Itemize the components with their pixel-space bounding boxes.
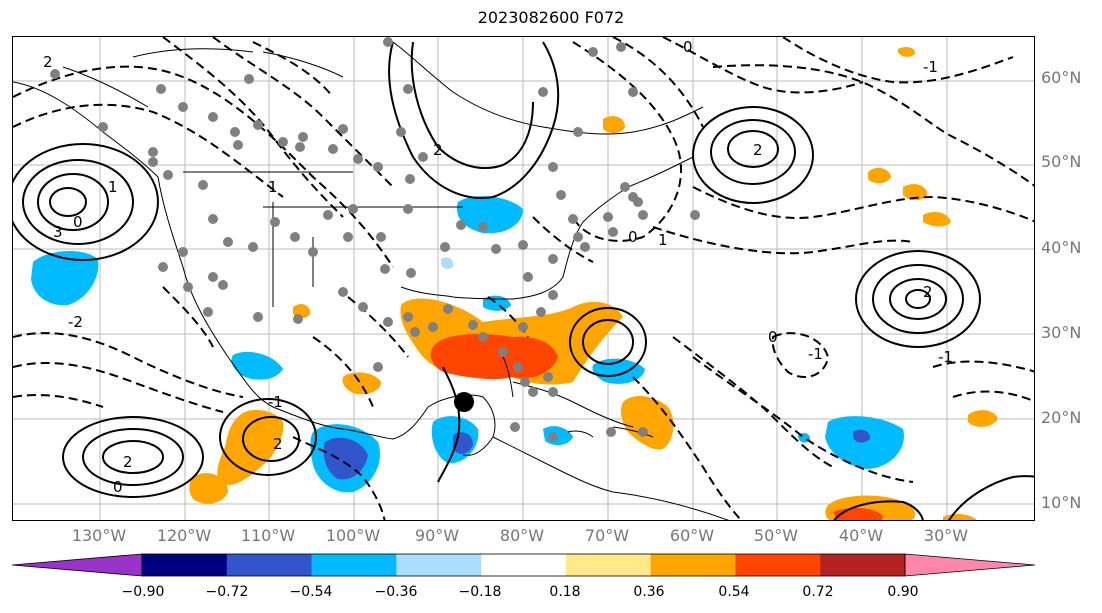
negative-anomaly-cuba — [592, 358, 645, 384]
lon-label-130w: 130°W — [71, 526, 127, 545]
contour-label: 2 — [123, 453, 133, 471]
positive-anomaly-atlantic-2 — [903, 184, 928, 201]
positive-anomaly-atlantic-3 — [923, 211, 951, 227]
colorbar-outline — [141, 553, 906, 577]
colorbar-segment — [311, 554, 397, 576]
storm-center-marker — [454, 392, 474, 412]
colorbar — [11, 553, 1036, 577]
colorbar-segment — [396, 554, 482, 576]
positive-anomaly-pacific — [189, 472, 228, 504]
colorbar-tick-label: −0.18 — [458, 584, 502, 600]
map-canvas: 2 1 0 3 1 2 0 -1 2 2 0 1 -2 -1 0 2 0 -1 … — [13, 37, 1034, 520]
lon-label-100w: 100°W — [325, 526, 381, 545]
contour-label: 2 — [43, 53, 53, 71]
contour-label: -1 — [923, 58, 938, 76]
negative-anomaly-pacific-coast — [31, 251, 99, 306]
contour-label: -1 — [938, 348, 953, 366]
contour-label-group: 2 1 0 3 1 2 0 -1 2 2 0 1 -2 -1 0 2 0 -1 … — [43, 38, 953, 496]
contour-label: 3 — [53, 223, 63, 241]
lon-label-40w: 40°W — [838, 526, 884, 545]
colorbar-segment — [650, 554, 736, 576]
contour-label: 0 — [768, 328, 778, 346]
station-markers — [50, 37, 700, 442]
contour-label: 1 — [658, 231, 668, 249]
colorbar-segment — [820, 554, 906, 576]
positive-anomaly-atlantic-5 — [898, 46, 916, 57]
colorbar-segment — [226, 554, 313, 576]
chart-title: 2023082600 F072 — [477, 8, 625, 27]
colorbar-segment — [735, 554, 821, 576]
strong-positive-anomaly-gulf — [430, 334, 558, 380]
colorbar-extend-high — [904, 553, 1036, 577]
positive-anomaly-mexico — [217, 409, 284, 486]
colorbar-tick-label: −0.90 — [121, 584, 165, 600]
coastlines — [13, 41, 729, 520]
contour-label: 2 — [433, 141, 443, 159]
contour-label: -2 — [68, 313, 83, 331]
contour-label: 0 — [628, 228, 638, 246]
lat-label-60n: 60°N — [1041, 68, 1082, 87]
contour-label: 0 — [113, 478, 123, 496]
colorbar-tick-label: 0.36 — [633, 584, 665, 600]
positive-anomaly-gulf-small — [342, 372, 381, 395]
colorbar-tick-label: 0.72 — [802, 584, 834, 600]
negative-anomaly-great-lakes — [456, 196, 523, 234]
colorbar-segments — [11, 553, 1036, 577]
lat-label-30n: 30°N — [1041, 323, 1082, 342]
negative-anomaly-caribbean — [543, 426, 573, 446]
contour-label: -1 — [808, 345, 823, 363]
colorbar-tick-label: 0.54 — [718, 584, 750, 600]
colorbar-tick-label: 0.90 — [887, 584, 919, 600]
contour-label: 1 — [108, 178, 118, 196]
colorbar-tick-label: 0.18 — [549, 584, 581, 600]
contour-label: 0 — [683, 38, 693, 56]
negative-anomaly-georgia — [483, 295, 511, 311]
lon-label-30w: 30°W — [923, 526, 969, 545]
positive-anomaly-atlantic-4 — [968, 410, 998, 427]
strong-negative-anomaly-mexico — [323, 437, 368, 480]
lon-label-120w: 120°W — [156, 526, 212, 545]
contour-label: 2 — [273, 435, 283, 453]
light-negative-anomaly-midwest — [441, 257, 454, 269]
colorbar-segment — [481, 554, 567, 576]
colorbar-tick-label: −0.36 — [374, 584, 418, 600]
lon-label-110w: 110°W — [240, 526, 296, 545]
contour-label: -1 — [268, 393, 283, 411]
positive-anomaly-caribbean — [620, 395, 674, 450]
contour-label: 2 — [923, 283, 933, 301]
colorbar-tick-label: −0.54 — [289, 584, 333, 600]
lon-label-70w: 70°W — [584, 526, 630, 545]
lat-label-20n: 20°N — [1041, 408, 1082, 427]
strong-negative-anomaly-atlantic — [853, 429, 871, 443]
colorbar-extend-low — [11, 553, 143, 577]
contour-label: 0 — [73, 213, 83, 231]
lat-label-50n: 50°N — [1041, 152, 1082, 171]
shaded-anomalies — [31, 46, 998, 520]
lon-label-50w: 50°W — [753, 526, 799, 545]
negative-anomaly-baja — [231, 351, 283, 380]
lon-label-60w: 60°W — [669, 526, 715, 545]
contour-label: 1 — [268, 178, 278, 196]
colorbar-segment — [142, 554, 228, 576]
contours-negative — [13, 37, 1034, 520]
colorbar-tick-label: −0.72 — [205, 584, 249, 600]
lon-label-90w: 90°W — [414, 526, 460, 545]
lon-label-80w: 80°W — [499, 526, 545, 545]
lat-label-40n: 40°N — [1041, 238, 1082, 257]
negative-anomaly-atlantic — [825, 416, 904, 469]
map-panel: 2 1 0 3 1 2 0 -1 2 2 0 1 -2 -1 0 2 0 -1 … — [12, 36, 1035, 521]
contour-label: 2 — [753, 141, 763, 159]
positive-anomaly-atlantic-1 — [868, 167, 891, 184]
contours-positive — [13, 41, 1034, 520]
colorbar-segment — [565, 554, 652, 576]
lat-label-10n: 10°N — [1041, 493, 1082, 512]
positive-anomaly-newfoundland — [603, 116, 625, 134]
